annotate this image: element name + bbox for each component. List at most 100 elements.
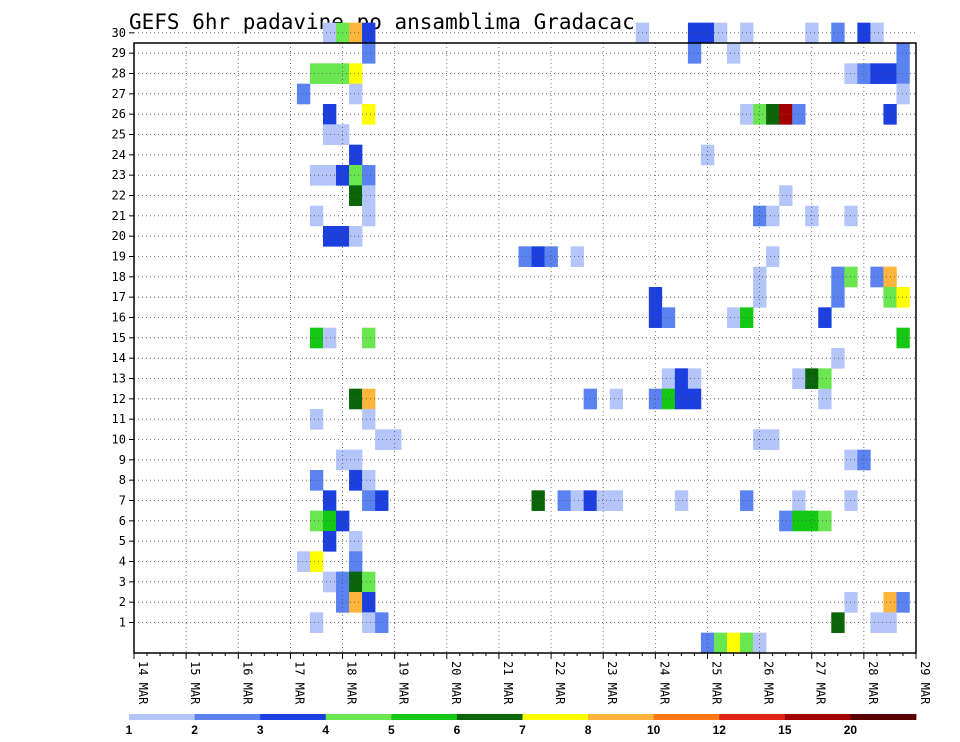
y-tick-label-9: 9: [119, 453, 126, 467]
y-tick-label-12: 12: [112, 392, 126, 406]
y-tick-label-16: 16: [112, 311, 126, 325]
cell-41: [309, 165, 324, 186]
cell-95: [674, 388, 689, 410]
legend-swatch-5: [456, 714, 523, 720]
legend-swatch-8: [653, 714, 720, 720]
legend-label-20: 20: [844, 723, 858, 737]
cell-63: [753, 266, 767, 288]
cell-129: [805, 510, 819, 532]
x-tick-label-12: 26 MAR: [762, 661, 776, 705]
legend-label-4: 4: [322, 723, 329, 737]
cell-28: [896, 83, 910, 105]
y-tick-label-29: 29: [112, 46, 126, 60]
cell-39: [349, 144, 363, 166]
cell-33: [766, 104, 780, 125]
x-tick-label-15: 29 MAR: [918, 661, 932, 705]
cell-62: [766, 246, 780, 267]
legend-label-5: 5: [388, 723, 395, 737]
cell-149: [831, 612, 845, 633]
cell-94: [661, 388, 676, 410]
cell-64: [831, 266, 845, 288]
cell-6: [700, 22, 715, 44]
cell-142: [362, 592, 376, 613]
cell-87: [805, 368, 819, 389]
legend-swatch-10: [784, 714, 851, 720]
cell-135: [349, 551, 363, 572]
cell-154: [727, 632, 741, 654]
cell-27: [349, 83, 363, 105]
cell-45: [362, 165, 376, 186]
y-tick-label-13: 13: [112, 372, 126, 386]
cell-93: [648, 388, 663, 410]
cell-148: [375, 612, 389, 633]
cell-37: [322, 124, 337, 145]
cell-99: [362, 409, 376, 430]
cell-127: [779, 510, 793, 532]
cell-120: [674, 490, 689, 511]
cell-111: [322, 490, 337, 511]
cell-84: [674, 368, 689, 389]
y-tick-label-22: 22: [112, 189, 126, 203]
y-tick-label-18: 18: [112, 270, 126, 284]
cell-11: [857, 22, 871, 44]
cell-100: [375, 429, 389, 450]
x-tick-label-1: 15 MAR: [188, 661, 202, 705]
legend-label-8: 8: [585, 723, 592, 737]
cell-66: [870, 266, 884, 288]
cell-83: [661, 368, 676, 389]
x-tick-label-11: 25 MAR: [709, 661, 723, 705]
legend-swatch-2: [260, 714, 327, 720]
cell-136: [322, 571, 337, 593]
cell-70: [831, 287, 845, 308]
y-tick-label-1: 1: [119, 616, 126, 630]
cell-58: [518, 246, 532, 267]
x-tick-label-5: 19 MAR: [397, 661, 411, 705]
x-tick-label-9: 23 MAR: [605, 661, 619, 705]
cell-125: [322, 510, 337, 532]
legend-label-3: 3: [257, 723, 264, 737]
cell-7: [713, 22, 728, 44]
cell-132: [349, 531, 363, 552]
cell-13: [362, 43, 376, 64]
cell-55: [322, 226, 337, 247]
cell-145: [896, 592, 910, 613]
legend-swatch-7: [588, 714, 655, 720]
cell-150: [870, 612, 884, 633]
cell-79: [322, 327, 337, 349]
legend-swatch-11: [850, 714, 917, 720]
legend-swatch-9: [719, 714, 786, 720]
cell-25: [896, 63, 910, 84]
y-tick-label-5: 5: [119, 534, 126, 548]
x-tick-label-6: 20 MAR: [449, 661, 463, 705]
cell-68: [648, 287, 663, 308]
cell-3: [362, 22, 376, 44]
cell-60: [544, 246, 558, 267]
legend-label-6: 6: [454, 723, 461, 737]
cell-49: [309, 205, 324, 227]
cell-29: [322, 104, 337, 125]
cell-78: [309, 327, 324, 349]
y-tick-label-7: 7: [119, 494, 126, 508]
cell-73: [648, 307, 663, 328]
y-tick-label-4: 4: [119, 555, 126, 569]
legend-label-7: 7: [519, 723, 526, 737]
legend-swatch-0: [129, 714, 195, 720]
cell-112: [362, 490, 376, 511]
cell-133: [296, 551, 311, 572]
y-axis: 1234567891011121314151617181920212223242…: [112, 26, 134, 630]
y-tick-label-3: 3: [119, 575, 126, 589]
cell-97: [818, 388, 832, 410]
cell-22: [857, 63, 871, 84]
cell-156: [753, 632, 767, 654]
legend-swatch-4: [391, 714, 458, 720]
cell-146: [309, 612, 324, 633]
cell-2: [349, 22, 363, 44]
cell-74: [661, 307, 676, 328]
x-tick-label-2: 16 MAR: [240, 661, 254, 705]
x-tick-label-10: 24 MAR: [657, 661, 671, 705]
y-tick-label-21: 21: [112, 209, 126, 223]
cell-113: [375, 490, 389, 511]
x-tick-label-14: 28 MAR: [866, 661, 880, 705]
y-tick-label-6: 6: [119, 514, 126, 528]
